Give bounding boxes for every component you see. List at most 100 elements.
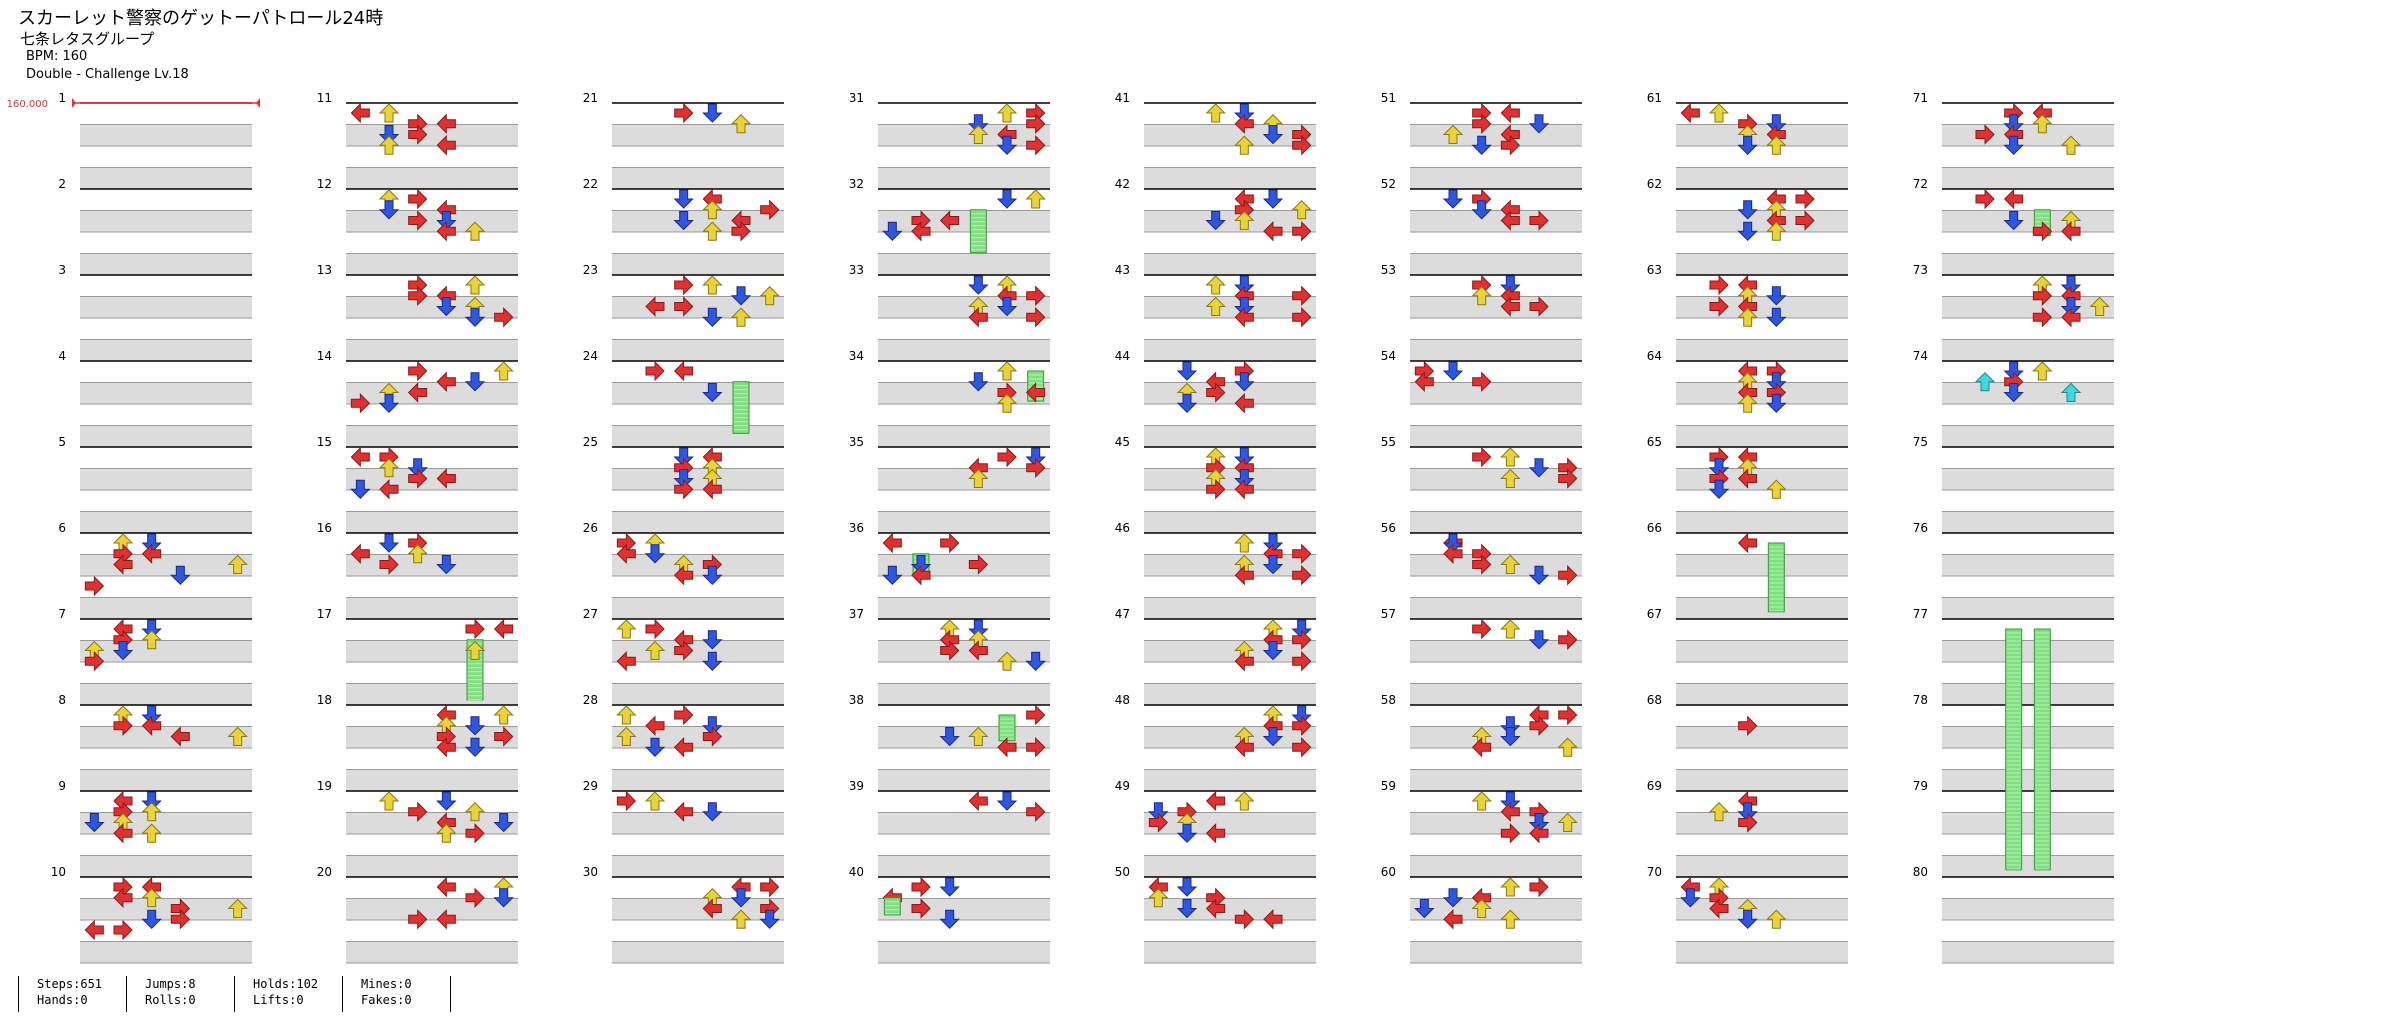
step-arrow-left	[1500, 102, 1520, 124]
step-arrow-down	[996, 297, 1018, 317]
beat-band	[1410, 683, 1582, 705]
beat-band	[1144, 167, 1316, 189]
step-arrow-down	[1234, 275, 1255, 295]
step-arrow-up	[1471, 898, 1492, 918]
step-arrow-right	[1529, 876, 1549, 898]
beat-band	[1410, 468, 1582, 490]
beat-band	[1410, 597, 1582, 619]
step-arrow-right	[408, 285, 428, 306]
step-arrow-left	[436, 468, 456, 489]
beat-band	[612, 425, 784, 447]
step-arrow-down	[968, 619, 989, 639]
step-arrow-down	[436, 297, 457, 317]
step-arrow-right	[379, 554, 399, 575]
measure-number: 62	[1647, 177, 1662, 191]
beat-band	[878, 425, 1050, 447]
step-arrow-right	[616, 790, 637, 812]
step-arrow-right	[1558, 704, 1578, 726]
beat-band	[878, 210, 1050, 232]
step-arrow-right	[1292, 285, 1312, 306]
measure-number: 55	[1381, 435, 1396, 449]
step-arrow-down	[141, 619, 162, 639]
measure-number: 68	[1647, 693, 1662, 707]
step-arrow-left	[968, 640, 988, 661]
step-arrow-down	[493, 888, 514, 908]
beat-band	[1942, 941, 2114, 963]
step-arrow-up	[1500, 909, 1521, 929]
measure-number: 74	[1913, 349, 1928, 363]
beat-band	[1942, 253, 2114, 275]
step-arrow-left	[113, 554, 133, 575]
stats-col-jumps: Jumps:8 Rolls:0	[126, 976, 231, 1012]
step-arrow-right	[1709, 296, 1729, 317]
beat-band	[1942, 167, 2114, 189]
step-arrow-left	[1471, 737, 1492, 758]
step-arrow-up	[464, 640, 486, 660]
step-arrow-down	[1442, 888, 1464, 908]
measure-number: 28	[583, 693, 598, 707]
step-arrow-down	[1442, 189, 1464, 209]
step-arrow-down	[702, 307, 723, 327]
stat-lifts: Lifts:0	[253, 993, 304, 1007]
beat-band	[878, 726, 1050, 748]
step-arrow-down	[436, 211, 457, 231]
step-arrow-up	[407, 544, 428, 564]
step-arrow-down	[1528, 630, 1550, 650]
beat-band	[80, 339, 252, 361]
measure-number: 34	[849, 349, 864, 363]
step-arrow-up	[141, 888, 162, 908]
beat-band	[346, 726, 518, 748]
beat-band	[878, 339, 1050, 361]
beat-band	[346, 253, 518, 275]
measure-number: 57	[1381, 607, 1396, 621]
beat-band	[1144, 941, 1316, 963]
step-arrow-right	[408, 210, 428, 231]
step-arrow-down	[1708, 479, 1730, 499]
beat-band	[1410, 124, 1582, 146]
step-arrow-right	[494, 307, 514, 328]
step-arrow-up	[1737, 393, 1758, 413]
beat-band	[612, 597, 784, 619]
step-arrow-left	[1737, 532, 1758, 554]
step-arrow-right	[968, 554, 989, 575]
step-arrow-up	[644, 640, 666, 660]
step-arrow-down	[1737, 802, 1758, 822]
step-arrow-up	[1737, 307, 1758, 327]
step-arrow-right	[1026, 737, 1046, 758]
beat-band	[80, 296, 252, 318]
beat-band	[878, 640, 1050, 662]
step-arrow-down	[1737, 909, 1758, 929]
step-arrow-right	[2032, 285, 2053, 306]
hold-body	[732, 381, 750, 434]
measure-number: 70	[1647, 865, 1662, 879]
step-arrow-up	[968, 726, 989, 746]
beat-band	[878, 812, 1050, 834]
step-arrow-down	[1766, 393, 1787, 413]
measure-number: 64	[1647, 349, 1662, 363]
step-arrow-right	[1292, 715, 1312, 736]
beat-band	[612, 382, 784, 404]
beat-band	[1676, 124, 1848, 146]
step-arrow-right	[702, 726, 723, 747]
mine-note	[2060, 382, 2082, 402]
stats-divider	[450, 976, 451, 1012]
step-arrow-down	[1737, 221, 1758, 241]
step-arrow-up	[227, 898, 248, 918]
beat-band	[878, 382, 1050, 404]
beat-band	[1144, 253, 1316, 275]
beat-band	[1942, 554, 2114, 576]
step-arrow-right	[465, 823, 485, 844]
bpm-marker-label: 160.000	[7, 99, 48, 110]
step-arrow-left	[1737, 468, 1758, 489]
measure-number: 78	[1913, 693, 1928, 707]
step-arrow-left	[436, 135, 456, 156]
measure-number: 3	[58, 263, 66, 277]
step-arrow-left	[1709, 898, 1729, 919]
beat-band	[1942, 124, 2114, 146]
measure-number: 2	[58, 177, 66, 191]
beat-band	[80, 253, 252, 275]
difficulty-text: Double - Challenge Lv.18	[26, 67, 189, 82]
beat-band	[1676, 210, 1848, 232]
step-arrow-right	[170, 909, 191, 930]
